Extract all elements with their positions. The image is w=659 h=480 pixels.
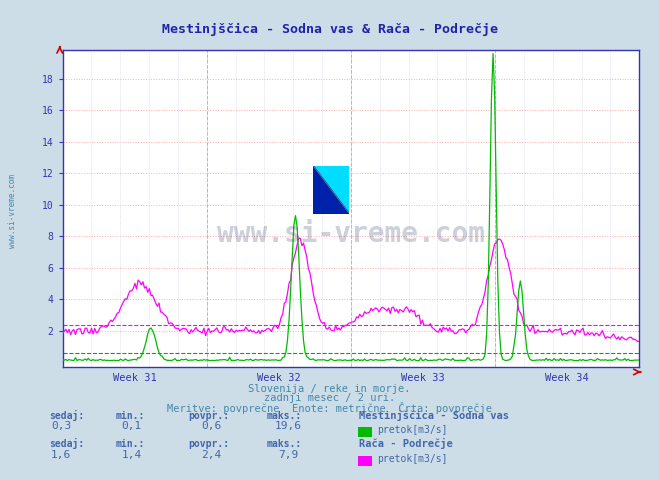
Text: 7,9: 7,9 [279,450,299,460]
Text: 19,6: 19,6 [275,421,302,431]
Text: 0,6: 0,6 [201,421,221,431]
Text: povpr.:: povpr.: [188,410,229,420]
Text: Meritve: povprečne  Enote: metrične  Črta: povprečje: Meritve: povprečne Enote: metrične Črta:… [167,402,492,414]
Text: sedaj:: sedaj: [49,409,84,420]
Text: zadnji mesec / 2 uri.: zadnji mesec / 2 uri. [264,393,395,403]
Text: 0,1: 0,1 [122,421,142,431]
Text: Slovenija / reke in morje.: Slovenija / reke in morje. [248,384,411,394]
Text: min.:: min.: [115,410,145,420]
Text: 2,4: 2,4 [201,450,221,460]
Text: www.si-vreme.com: www.si-vreme.com [217,220,485,248]
Text: www.si-vreme.com: www.si-vreme.com [8,174,17,248]
Text: Mestinjščica - Sodna vas: Mestinjščica - Sodna vas [359,409,509,420]
Text: maks.:: maks.: [267,439,302,449]
Text: pretok[m3/s]: pretok[m3/s] [377,425,447,435]
Text: 0,3: 0,3 [51,421,71,431]
Text: Rača - Podrečje: Rača - Podrečje [359,438,453,449]
Text: Mestinjščica - Sodna vas & Rača - Podrečje: Mestinjščica - Sodna vas & Rača - Podreč… [161,23,498,36]
Text: pretok[m3/s]: pretok[m3/s] [377,454,447,464]
Text: sedaj:: sedaj: [49,438,84,449]
Polygon shape [313,166,349,214]
Text: min.:: min.: [115,439,145,449]
Text: 1,6: 1,6 [51,450,71,460]
Text: povpr.:: povpr.: [188,439,229,449]
Polygon shape [313,166,349,214]
Text: maks.:: maks.: [267,410,302,420]
Text: 1,4: 1,4 [122,450,142,460]
